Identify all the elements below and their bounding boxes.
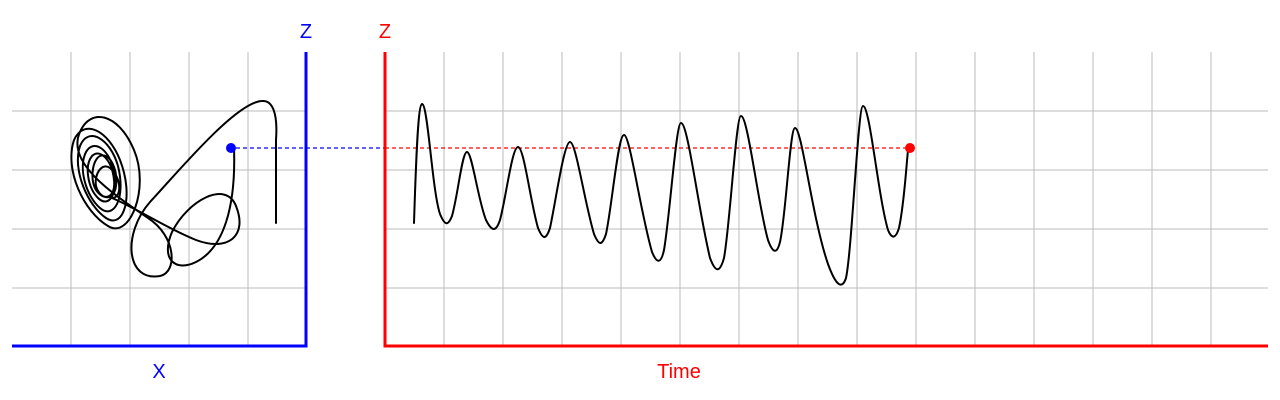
right-grid	[385, 52, 1268, 346]
left-grid	[12, 52, 306, 346]
right-time-axis-label: Time	[657, 361, 701, 383]
right-axes	[383, 52, 1268, 348]
attractor-curve	[70, 99, 278, 278]
left-x-axis-label: X	[152, 361, 165, 383]
left-axes	[12, 52, 308, 348]
time-series-point	[905, 143, 915, 153]
left-z-axis-label: Z	[300, 21, 312, 43]
time-series-curve	[413, 103, 909, 286]
attractor-point	[226, 143, 236, 153]
right-z-axis-label: Z	[379, 21, 391, 43]
